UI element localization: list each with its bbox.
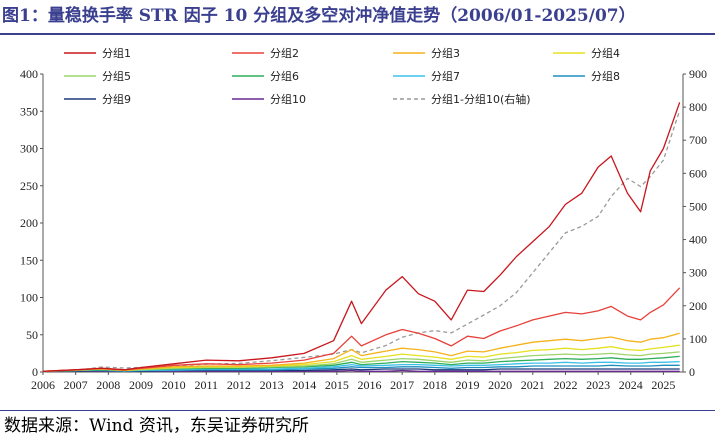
series-line-分组3 bbox=[42, 332, 680, 372]
y-tick-label-right: 0 bbox=[689, 365, 695, 379]
x-tick-label: 2011 bbox=[194, 378, 218, 392]
x-tick-label: 2021 bbox=[521, 378, 545, 392]
x-tick-label: 2024 bbox=[619, 378, 643, 392]
legend-label: 分组5 bbox=[102, 69, 131, 83]
series-line-分组5 bbox=[42, 351, 680, 372]
series-line-分组6 bbox=[42, 355, 680, 372]
legend-label: 分组7 bbox=[431, 69, 460, 83]
source-rule bbox=[0, 410, 715, 411]
y-tick-label-right: 600 bbox=[689, 166, 707, 180]
y-tick-label-right: 900 bbox=[689, 67, 707, 81]
legend-label: 分组3 bbox=[431, 46, 460, 60]
y-tick-label-right: 400 bbox=[689, 233, 707, 247]
chart-series bbox=[42, 102, 681, 373]
legend-label: 分组10 bbox=[270, 92, 306, 106]
legend-label: 分组1 bbox=[102, 46, 131, 60]
legend-label: 分组2 bbox=[270, 46, 299, 60]
chart-axes: 0 50 100 150 200 250 300 350 400 0 100 200 300 400 500… bbox=[20, 67, 707, 392]
x-tick-label: 2025 bbox=[651, 378, 675, 392]
x-tick-label: 2010 bbox=[162, 378, 186, 392]
y-tick-label-right: 500 bbox=[689, 199, 707, 213]
x-tick-label: 2007 bbox=[64, 378, 88, 392]
series-line-分组8 bbox=[42, 364, 680, 372]
x-tick-label: 2009 bbox=[129, 378, 153, 392]
x-tick-label: 2018 bbox=[423, 378, 447, 392]
y-tick-label-left: 150 bbox=[20, 253, 38, 267]
y-tick-label-left: 300 bbox=[20, 142, 38, 156]
series-line-分组1-分组10(右轴) bbox=[42, 110, 681, 373]
x-tick-label: 2013 bbox=[260, 378, 284, 392]
legend-label: 分组1-分组10(右轴) bbox=[431, 92, 531, 106]
legend-label: 分组9 bbox=[102, 92, 131, 106]
chart-legend: 分组1 分组2 分组3 分组4 分组5 分组6 分组7 分组8 分组9 分组10 分组1-分组10(… bbox=[64, 46, 620, 106]
x-tick-label: 2020 bbox=[488, 378, 512, 392]
y-tick-label-left: 400 bbox=[20, 67, 38, 81]
y-tick-label-right: 300 bbox=[689, 266, 707, 280]
y-tick-label-right: 100 bbox=[689, 332, 707, 346]
y-tick-label-left: 100 bbox=[20, 291, 38, 305]
series-line-分组1 bbox=[42, 102, 681, 372]
series-line-分组4 bbox=[42, 344, 680, 372]
line-chart: 0 50 100 150 200 250 300 350 400 0 100 200 300 400 500… bbox=[20, 46, 707, 392]
figure-title: 图1：量稳换手率 STR 因子 10 分组及多空对冲净值走势（2006/01-2… bbox=[2, 6, 636, 26]
y-tick-label-right: 800 bbox=[689, 100, 707, 114]
x-tick-label: 2022 bbox=[553, 378, 577, 392]
x-tick-label: 2015 bbox=[325, 378, 349, 392]
y-tick-label-left: 200 bbox=[20, 216, 38, 230]
y-tick-label-left: 350 bbox=[20, 104, 38, 118]
x-tick-label: 2017 bbox=[390, 378, 414, 392]
x-tick-label: 2008 bbox=[96, 378, 120, 392]
title-rule bbox=[0, 33, 715, 35]
legend-label: 分组4 bbox=[591, 46, 620, 60]
source-note: 数据来源：Wind 资讯，东吴证券研究所 bbox=[4, 416, 309, 436]
y-tick-label-right: 700 bbox=[689, 133, 707, 147]
x-tick-label: 2023 bbox=[586, 378, 610, 392]
series-line-分组7 bbox=[42, 360, 680, 372]
series-line-分组10 bbox=[43, 369, 680, 372]
x-tick-label: 2016 bbox=[358, 378, 382, 392]
x-tick-label: 2019 bbox=[455, 378, 479, 392]
x-tick-label: 2012 bbox=[227, 378, 251, 392]
x-tick-label: 2014 bbox=[292, 378, 316, 392]
series-line-分组2 bbox=[42, 287, 681, 372]
y-tick-label-left: 50 bbox=[26, 328, 38, 342]
y-tick-label-left: 0 bbox=[32, 365, 38, 379]
y-tick-label-left: 250 bbox=[20, 179, 38, 193]
x-tick-label: 2006 bbox=[31, 378, 55, 392]
y-tick-label-right: 200 bbox=[689, 299, 707, 313]
legend-label: 分组8 bbox=[591, 69, 620, 83]
legend-label: 分组6 bbox=[270, 69, 299, 83]
